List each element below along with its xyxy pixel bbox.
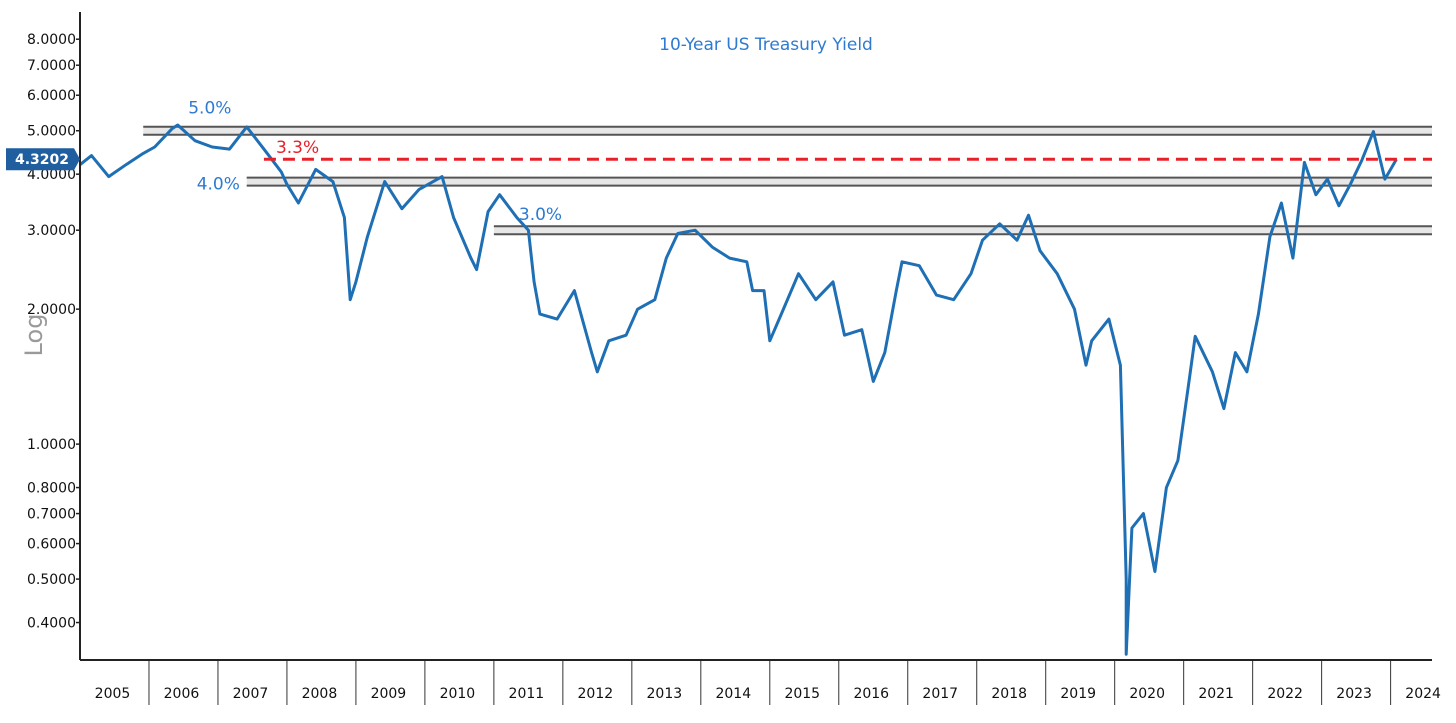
y-tick-label: 5.0000 [27,124,76,140]
y-tick-label: 0.4000 [27,616,76,632]
reference-line-label: 3.3% [276,138,319,158]
y-tick-label: 0.6000 [27,537,76,553]
y-tick-label: 1.0000 [27,437,76,453]
y-tick-label: 7.0000 [27,58,76,74]
reference-band [143,126,1432,135]
x-tick-label: 2013 [647,686,683,702]
x-tick-label: 2018 [991,686,1027,702]
x-tick-label: 2012 [578,686,614,702]
series-line [79,123,1398,656]
y-ticks: 8.0000 7.0000 6.0000 5.0000 4.0000 3.0000 2.00… [27,32,80,632]
year-dividers [148,660,1392,705]
x-tick-label: 2023 [1336,686,1372,702]
reference-band [246,177,1432,186]
x-tick-label: 2008 [302,686,338,702]
y-tick-label: 0.5000 [27,572,76,588]
x-tick-label: 2011 [509,686,545,702]
y-tick-label: 3.0000 [27,223,76,239]
axes [79,12,1432,661]
y-tick-label: 0.8000 [27,481,76,497]
series-layer [79,123,1398,656]
current-value-badge-shape [6,148,80,171]
chart-title: 10-Year US Treasury Yield [659,35,873,55]
x-tick-label: 2022 [1267,686,1303,702]
x-tick-label: 2009 [371,686,407,702]
x-tick-label: 2017 [922,686,958,702]
current-value-badge-label: 4.3202 [15,152,69,168]
x-tick-label: 2015 [784,686,820,702]
reference-bands [143,125,1432,236]
x-tick-labels: 2005 2006 2007 2008 2009 2010 2011 2012 2013 2014… [95,686,1441,702]
x-tick-label: 2005 [95,686,131,702]
x-tick-label: 2010 [440,686,476,702]
y-tick-label: 0.7000 [27,507,76,523]
reference-band-label: 5.0% [188,99,231,119]
x-tick-label: 2021 [1198,686,1234,702]
reference-band-label: 4.0% [197,175,240,195]
x-tick-label: 2020 [1129,686,1165,702]
x-tick-label: 2007 [233,686,269,702]
reference-band [493,226,1432,235]
y-tick-label: 2.0000 [27,302,76,318]
x-tick-label: 2019 [1060,686,1096,702]
y-tick-label: 4.0000 [27,167,76,183]
y-axis-label: Log [20,314,48,357]
y-tick-label: 6.0000 [27,88,76,104]
x-tick-label: 2014 [715,686,751,702]
annotations: 5.0% 4.0% 3.0% 3.3% [188,99,562,225]
reference-band-label: 3.0% [519,205,562,225]
x-tick-label: 2016 [853,686,889,702]
x-tick-label: 2024 [1405,686,1441,702]
current-value-badge: 4.3202 [6,148,80,171]
x-tick-label: 2006 [164,686,200,702]
y-tick-label: 8.0000 [27,32,76,48]
